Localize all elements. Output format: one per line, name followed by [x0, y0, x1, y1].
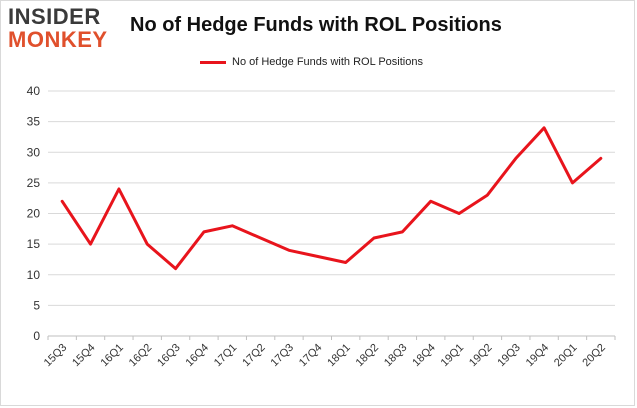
x-tick-label: 18Q3: [382, 342, 410, 370]
y-tick-label: 0: [33, 329, 40, 343]
x-tick-label: 15Q3: [42, 342, 70, 370]
logo-line2: MONKEY: [8, 27, 108, 52]
x-tick-label: 20Q1: [552, 342, 580, 370]
x-tick-label: 16Q4: [184, 342, 212, 370]
x-tick-label: 17Q3: [269, 342, 297, 370]
x-tick-label: 19Q1: [439, 342, 467, 370]
logo-line1: INSIDER: [8, 4, 101, 29]
y-tick-label: 30: [27, 145, 41, 159]
insider-monkey-logo: INSIDER MONKEY: [8, 6, 118, 51]
chart-title: No of Hedge Funds with ROL Positions: [130, 14, 502, 36]
x-tick-label: 15Q4: [70, 342, 98, 370]
x-tick-label: 16Q1: [98, 342, 126, 370]
x-tick-label: 16Q3: [155, 342, 183, 370]
y-tick-label: 10: [27, 268, 41, 282]
legend-swatch: [200, 60, 226, 64]
y-tick-label: 35: [27, 115, 41, 129]
y-tick-label: 40: [27, 84, 41, 98]
legend-label: No of Hedge Funds with ROL Positions: [232, 56, 423, 68]
x-tick-label: 17Q4: [297, 342, 325, 370]
series-line: [60, 126, 603, 271]
x-tick-label: 16Q2: [127, 342, 155, 370]
x-tick-label: 19Q3: [495, 342, 523, 370]
y-tick-label: 25: [27, 176, 41, 190]
y-tick-label: 15: [27, 237, 41, 251]
x-tick-label: 18Q1: [325, 342, 353, 370]
x-tick-label: 19Q2: [467, 342, 495, 370]
x-tick-label: 20Q2: [580, 342, 608, 370]
x-tick-label: 17Q1: [212, 342, 240, 370]
x-tick-label: 19Q4: [524, 342, 552, 370]
y-tick-label: 20: [27, 207, 41, 221]
x-tick-label: 18Q2: [354, 342, 382, 370]
chart-legend: No of Hedge Funds with ROL Positions: [200, 56, 423, 68]
y-tick-label: 5: [33, 298, 40, 312]
x-tick-label: 17Q2: [240, 342, 268, 370]
x-tick-label: 18Q4: [410, 342, 438, 370]
